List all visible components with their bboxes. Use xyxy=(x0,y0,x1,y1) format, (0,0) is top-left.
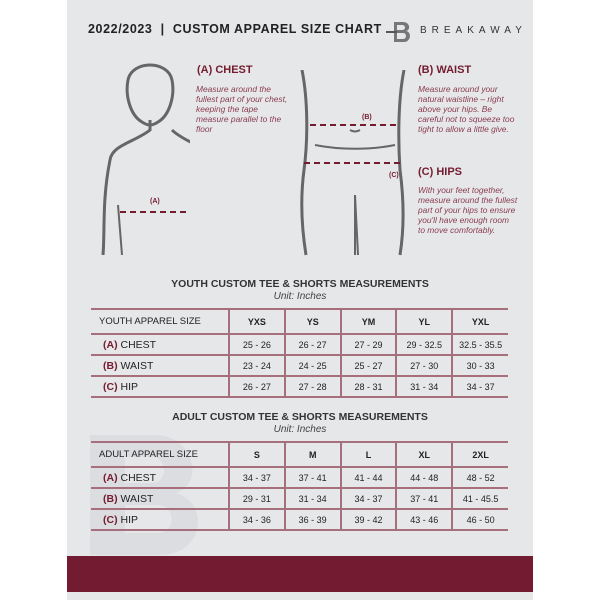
cell: 48 - 52 xyxy=(451,467,508,489)
lower-body-figure xyxy=(300,70,406,256)
header-cell: XL xyxy=(395,441,453,468)
cell: 44 - 48 xyxy=(395,467,453,489)
cell: 29 - 32.5 xyxy=(395,334,453,356)
cell: 36 - 39 xyxy=(283,509,341,531)
row-code: (B) xyxy=(103,492,118,505)
cell: 34 - 37 xyxy=(228,467,285,489)
table-header-row: YOUTH APPAREL SIZE YXS YS YM YL YXL xyxy=(91,308,508,335)
table-header-row: ADULT APPAREL SIZE S M L XL 2XL xyxy=(91,441,508,468)
table-row: (B) WAIST 29 - 31 31 - 34 34 - 37 37 - 41 41 … xyxy=(91,488,508,510)
row-code: (C) xyxy=(103,513,118,526)
adult-unit: Unit: Inches xyxy=(273,424,327,435)
youth-unit: Unit: Inches xyxy=(273,291,327,302)
row-label: HIP xyxy=(120,380,139,393)
row-code: (A) xyxy=(103,471,118,484)
chest-marker-label: (A) xyxy=(150,198,160,205)
header-cell: S xyxy=(228,441,285,468)
cell: 46 - 50 xyxy=(451,509,508,531)
waist-description: Measure around your natural waistline – … xyxy=(418,84,515,134)
header-cell: 2XL xyxy=(451,441,508,468)
cell: 34 - 36 xyxy=(228,509,285,531)
row-code: (A) xyxy=(103,338,118,351)
row-label: CHEST xyxy=(120,338,157,351)
cell: 43 - 46 xyxy=(395,509,453,531)
row-label: HIP xyxy=(120,513,139,526)
breakaway-logo-icon xyxy=(386,22,410,42)
header-cell: L xyxy=(339,441,397,468)
cell: 27 - 29 xyxy=(339,334,397,356)
footer-band xyxy=(67,556,533,592)
header-cell: YS xyxy=(283,308,341,335)
upper-body-figure xyxy=(101,63,190,255)
cell: 25 - 27 xyxy=(339,355,397,377)
youth-size-table: YOUTH APPAREL SIZE YXS YS YM YL YXL (A) CHEST… xyxy=(91,308,508,398)
cell: 27 - 30 xyxy=(395,355,453,377)
chest-title: (A) CHEST xyxy=(197,64,253,76)
chest-description: Measure around the fullest part of your … xyxy=(196,84,288,134)
cell: 39 - 42 xyxy=(339,509,397,531)
header-cell: ADULT APPAREL SIZE xyxy=(91,441,229,468)
cell: 37 - 41 xyxy=(283,467,341,489)
row-code: (C) xyxy=(103,380,118,393)
cell: 26 - 27 xyxy=(283,334,341,356)
table-row: (C) HIP 34 - 36 36 - 39 39 - 42 43 - 46 46 - … xyxy=(91,509,508,531)
row-code: (B) xyxy=(103,359,118,372)
cell: 34 - 37 xyxy=(451,376,508,398)
cell: 31 - 34 xyxy=(283,488,341,510)
cell: 34 - 37 xyxy=(339,488,397,510)
cell: 28 - 31 xyxy=(339,376,397,398)
waist-title: (B) WAIST xyxy=(418,64,472,76)
header-cell: YL xyxy=(395,308,453,335)
hips-marker-label: (C) xyxy=(389,172,399,179)
cell: 25 - 26 xyxy=(228,334,285,356)
hips-title: (C) HIPS xyxy=(418,166,462,178)
cell: 30 - 33 xyxy=(451,355,508,377)
header-cell: YXS xyxy=(228,308,285,335)
hips-description: With your feet together, measure around … xyxy=(418,185,518,235)
cell: 41 - 45.5 xyxy=(451,488,508,510)
cell: 31 - 34 xyxy=(395,376,453,398)
waist-marker-label: (B) xyxy=(362,114,372,121)
header-cell: YOUTH APPAREL SIZE xyxy=(91,308,229,335)
table-row: (A) CHEST 34 - 37 37 - 41 41 - 44 44 - 48 48 … xyxy=(91,467,508,489)
cell: 26 - 27 xyxy=(228,376,285,398)
header-cell: YXL xyxy=(451,308,508,335)
cell: 27 - 28 xyxy=(283,376,341,398)
table-row: (A) CHEST 25 - 26 26 - 27 27 - 29 29 - 32.5 3… xyxy=(91,334,508,356)
cell: 41 - 44 xyxy=(339,467,397,489)
header-cell: M xyxy=(283,441,341,468)
row-label: WAIST xyxy=(120,492,154,505)
cell: 37 - 41 xyxy=(395,488,453,510)
adult-section-title: ADULT CUSTOM TEE & SHORTS MEASUREMENTS xyxy=(172,411,428,423)
youth-section-title: YOUTH CUSTOM TEE & SHORTS MEASUREMENTS xyxy=(171,278,429,290)
cell: 24 - 25 xyxy=(283,355,341,377)
table-row: (C) HIP 26 - 27 27 - 28 28 - 31 31 - 34 34 - … xyxy=(91,376,508,398)
row-label: WAIST xyxy=(120,359,154,372)
cell: 32.5 - 35.5 xyxy=(451,334,508,356)
adult-size-table: ADULT APPAREL SIZE S M L XL 2XL (A) CHEST 34 -… xyxy=(91,441,508,531)
row-label: CHEST xyxy=(120,471,157,484)
table-row: (B) WAIST 23 - 24 24 - 25 25 - 27 27 - 30 30 … xyxy=(91,355,508,377)
cell: 29 - 31 xyxy=(228,488,285,510)
header-cell: YM xyxy=(339,308,397,335)
brand-name: BREAKAWAY xyxy=(420,25,527,36)
cell: 23 - 24 xyxy=(228,355,285,377)
page-title: 2022/2023 | CUSTOM APPAREL SIZE CHART xyxy=(88,22,382,36)
